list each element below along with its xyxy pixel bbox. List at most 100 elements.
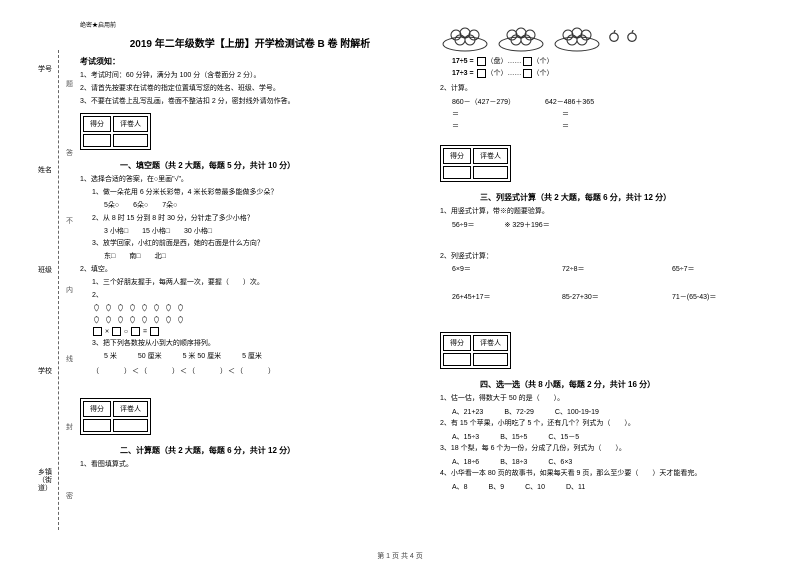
sidebar-label: 班级 xyxy=(38,267,52,275)
score-box: 得分评卷人 xyxy=(80,113,151,150)
s4-q4: 4、小华看一本 80 页的故事书，如果每天看 9 页，那么至少要（ ）天才能看完… xyxy=(440,469,780,479)
q2-3-blanks: （ ）＜（ ）＜（ ）＜（ ） xyxy=(92,366,420,376)
strawberry-icon xyxy=(116,303,125,312)
strawberry-icon xyxy=(104,315,113,324)
q1b: 2、从 8 时 15 分到 8 时 30 分，分针走了多少小格？ xyxy=(80,214,420,224)
seal-char: 题 xyxy=(66,79,76,89)
q2-3: 3、把下列各数按从小到大的顺序排列。 xyxy=(80,339,420,349)
strawberry-icon xyxy=(92,303,101,312)
seal-char: 封 xyxy=(66,422,76,432)
s3-q2-row2: 26+45+17＝ 85-27+30＝ 71－(65-43)＝ xyxy=(452,292,780,302)
expr: 6×9＝ xyxy=(452,264,532,274)
secrecy-note: 绝密★启用前 xyxy=(80,20,420,29)
s3-q1-row: 56÷9＝ ※ 329＋196＝ xyxy=(452,220,780,230)
eq-line: ＝ xyxy=(562,109,642,119)
seal-char: 不 xyxy=(66,216,76,226)
blank-box xyxy=(477,57,486,66)
strawberry-icon xyxy=(140,315,149,324)
blank-box xyxy=(150,327,159,336)
seal-char: 线 xyxy=(66,354,76,364)
s4-q1-opts: A、21+23 B、72-29 C、100-19-19 xyxy=(452,407,780,417)
calc-row: 860－（427－279） 642－486＋365 xyxy=(452,97,780,107)
s2-q1: 1、看图填算式。 xyxy=(80,460,420,470)
seal-line xyxy=(58,50,59,530)
notice-item: 3、不要在试卷上乱写乱画，卷面不整洁扣 2 分，密封线外请勿作答。 xyxy=(80,97,420,107)
eq-line: ＝ xyxy=(562,121,642,131)
right-column: 17÷5 = （盘）…… （个） 17÷3 = （个）…… （个） 2、计算。 86… xyxy=(440,20,780,550)
sidebar-label: 学号 xyxy=(38,66,52,74)
strawberry-icon xyxy=(164,315,173,324)
apple-plate-icon xyxy=(552,20,602,52)
apple-plate-icon xyxy=(440,20,490,52)
strawberry-icon xyxy=(140,303,149,312)
seal-char: 内 xyxy=(66,285,76,295)
apple-plate-icon xyxy=(496,20,546,52)
fruit-row-1 xyxy=(92,303,420,312)
s4-q2-opts: A、15÷3 B、15÷5 C、15－5 xyxy=(452,432,780,442)
q1c: 3、放学回家，小红的前面是西，她的右面是什么方向？ xyxy=(80,239,420,249)
score-col: 得分 xyxy=(443,148,471,164)
s3-q1: 1、用竖式计算，带※的题要验算。 xyxy=(440,207,780,217)
eq-post: （个）…… xyxy=(487,70,522,77)
calc-row: ＝ ＝ xyxy=(452,121,780,131)
expr: 56÷9＝ xyxy=(452,220,475,230)
apple-icon xyxy=(626,30,638,42)
q1: 1、选择合适的答案，在○里画"√"。 xyxy=(80,175,420,185)
s3-q2: 2、列竖式计算： xyxy=(440,252,780,262)
strawberry-icon xyxy=(128,303,137,312)
score-box: 得分评卷人 xyxy=(440,145,511,182)
score-box: 得分评卷人 xyxy=(80,398,151,435)
s4-q3: 3、18 个梨，每 6 个为一份，分成了几份，列式为（ ）。 xyxy=(440,444,780,454)
s4-q3-opts: A、18÷6 B、18÷3 C、6×3 xyxy=(452,457,780,467)
s4-q4-opts: A、8 B、9 C、10 D、11 xyxy=(452,482,780,492)
seal-char: 答 xyxy=(66,148,76,158)
expr: 65÷7＝ xyxy=(672,264,752,274)
sidebar-label: 学校 xyxy=(38,368,52,376)
multiply-blanks: × ○ = xyxy=(92,327,420,336)
page-content: 绝密★启用前 2019 年二年级数学【上册】开学检测试卷 B 卷 附解析 考试须… xyxy=(80,20,780,550)
seal-char: 密 xyxy=(66,491,76,501)
section-3-title: 三、列竖式计算（共 2 大题，每题 6 分，共计 12 分） xyxy=(480,192,780,203)
q2-2-label: 2、 xyxy=(80,291,420,301)
sidebar-labels: 学号 姓名 班级 学校 乡镇（街道） xyxy=(38,20,52,540)
grader-col: 评卷人 xyxy=(113,116,148,132)
section-4-title: 四、选一选（共 8 小题，每题 2 分，共计 16 分） xyxy=(480,379,780,390)
q1a: 1、做一朵花用 6 分米长彩带，4 米长彩带最多能做多少朵？ xyxy=(80,188,420,198)
expr: 71－(65-43)＝ xyxy=(672,292,752,302)
blank-box xyxy=(93,327,102,336)
blank-box xyxy=(477,69,486,78)
eq-17-5: 17÷5 = （盘）…… （个） xyxy=(440,56,780,66)
strawberry-icon xyxy=(164,303,173,312)
calc-expr: 642－486＋365 xyxy=(545,97,594,107)
eq-post2: （个） xyxy=(533,58,554,65)
page-footer: 第 1 页 共 4 页 xyxy=(0,551,800,561)
binding-sidebar: 学号 姓名 班级 学校 乡镇（街道） 题 答 不 内 线 封 密 xyxy=(10,20,70,540)
eq-pre: 17÷3 = xyxy=(452,70,474,77)
calc-title: 2、计算。 xyxy=(440,84,780,94)
grader-col: 评卷人 xyxy=(473,148,508,164)
s3-q2-row1: 6×9＝ 72÷8＝ 65÷7＝ xyxy=(452,264,780,274)
strawberry-icon xyxy=(176,303,185,312)
strawberry-icon xyxy=(104,303,113,312)
seal-words: 题 答 不 内 线 封 密 xyxy=(66,50,76,530)
exam-title: 2019 年二年级数学【上册】开学检测试卷 B 卷 附解析 xyxy=(80,35,420,50)
eq-line: ＝ xyxy=(452,121,532,131)
q2-3-vals: 5 米 50 厘米 5 米 50 厘米 5 厘米 xyxy=(80,352,420,362)
plates-row xyxy=(440,20,780,52)
s4-q2: 2、有 15 个苹果，小明吃了 5 个，还有几个？列式为（ ）。 xyxy=(440,419,780,429)
eq-post: （盘）…… xyxy=(487,58,522,65)
blank-box xyxy=(112,327,121,336)
expr: 26+45+17＝ xyxy=(452,292,532,302)
strawberry-icon xyxy=(152,315,161,324)
blank-box xyxy=(523,69,532,78)
score-col: 得分 xyxy=(443,335,471,351)
section-1-title: 一、填空题（共 2 大题，每题 5 分，共计 10 分） xyxy=(120,160,420,171)
eq-pre: 17÷5 = xyxy=(452,58,474,65)
notice-title: 考试须知： xyxy=(80,56,420,67)
strawberry-icon xyxy=(92,315,101,324)
strawberry-icon xyxy=(128,315,137,324)
q1a-opts: 5朵○ 6朵○ 7朵○ xyxy=(80,201,420,211)
calc-row: ＝ ＝ xyxy=(452,109,780,119)
score-box: 得分评卷人 xyxy=(440,332,511,369)
score-col: 得分 xyxy=(83,401,111,417)
